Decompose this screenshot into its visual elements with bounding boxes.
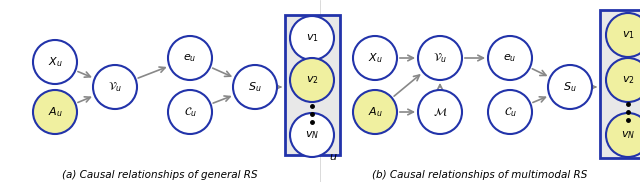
Circle shape: [290, 16, 334, 60]
Circle shape: [168, 90, 212, 134]
Circle shape: [606, 58, 640, 102]
Circle shape: [233, 65, 277, 109]
Circle shape: [353, 36, 397, 80]
Circle shape: [33, 40, 77, 84]
Bar: [600, 10, 640, 158]
Circle shape: [488, 90, 532, 134]
Circle shape: [606, 113, 640, 157]
Text: $v_N$: $v_N$: [621, 129, 635, 141]
Text: $X_u$: $X_u$: [47, 55, 62, 69]
Text: $v_1$: $v_1$: [621, 29, 634, 41]
Circle shape: [290, 113, 334, 157]
Text: $X_u$: $X_u$: [367, 51, 382, 65]
Text: $\mathcal{C}_u$: $\mathcal{C}_u$: [504, 105, 516, 119]
Text: $S_u$: $S_u$: [563, 80, 577, 94]
Text: $v_N$: $v_N$: [305, 129, 319, 141]
Text: $v_2$: $v_2$: [621, 74, 634, 86]
Circle shape: [548, 65, 592, 109]
Circle shape: [290, 58, 334, 102]
Circle shape: [353, 90, 397, 134]
Text: $\mathcal{C}_u$: $\mathcal{C}_u$: [184, 105, 196, 119]
Bar: [285, 15, 340, 155]
Circle shape: [168, 36, 212, 80]
Text: $v_1$: $v_1$: [305, 32, 319, 44]
Text: (b) Causal relationships of multimodal RS: (b) Causal relationships of multimodal R…: [372, 170, 588, 180]
Text: $u$: $u$: [330, 152, 338, 162]
Circle shape: [606, 13, 640, 57]
Text: $A_u$: $A_u$: [47, 105, 62, 119]
Text: $\mathcal{M}$: $\mathcal{M}$: [433, 106, 447, 118]
Circle shape: [418, 90, 462, 134]
Text: $e_u$: $e_u$: [503, 52, 516, 64]
Text: $S_u$: $S_u$: [248, 80, 262, 94]
Circle shape: [488, 36, 532, 80]
Circle shape: [418, 36, 462, 80]
Circle shape: [93, 65, 137, 109]
Text: $\mathcal{V}_u$: $\mathcal{V}_u$: [433, 51, 447, 65]
Text: (a) Causal relationships of general RS: (a) Causal relationships of general RS: [62, 170, 258, 180]
Text: $e_u$: $e_u$: [183, 52, 196, 64]
Text: $\mathcal{V}_u$: $\mathcal{V}_u$: [108, 80, 122, 94]
Text: $A_u$: $A_u$: [367, 105, 382, 119]
Text: $v_2$: $v_2$: [306, 74, 318, 86]
Circle shape: [33, 90, 77, 134]
